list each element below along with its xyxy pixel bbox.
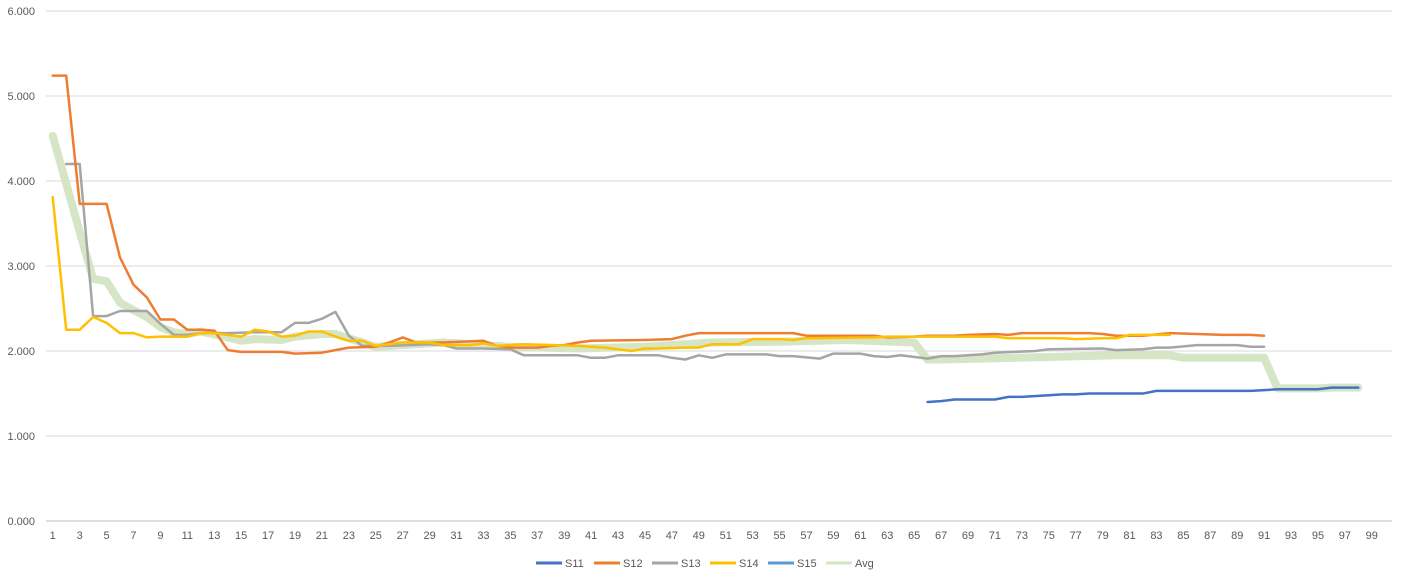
legend-label-s15: S15 [797, 558, 817, 570]
y-tick-label: 1.000 [7, 431, 35, 443]
series-lines [48, 74, 1363, 404]
x-tick-label: 87 [1204, 530, 1216, 542]
x-tick-label: 25 [370, 530, 382, 542]
x-tick-label: 79 [1096, 530, 1108, 542]
x-tick-label: 53 [747, 530, 759, 542]
y-axis-ticks: 0.000 1.000 2.000 3.000 4.000 5.000 6.000 [7, 6, 35, 528]
x-tick-label: 55 [773, 530, 785, 542]
x-tick-label: 35 [504, 530, 516, 542]
x-tick-label: 85 [1177, 530, 1189, 542]
legend-label-s12: S12 [623, 558, 643, 570]
x-tick-label: 81 [1123, 530, 1135, 542]
legend-label-s14: S14 [739, 558, 759, 570]
x-tick-label: 93 [1285, 530, 1297, 542]
x-tick-label: 69 [962, 530, 974, 542]
x-tick-label: 83 [1150, 530, 1162, 542]
y-tick-label: 6.000 [7, 6, 35, 18]
legend-label-s11: S11 [565, 558, 584, 570]
x-tick-label: 3 [77, 530, 83, 542]
x-tick-label: 97 [1339, 530, 1351, 542]
y-tick-label: 0.000 [7, 516, 35, 528]
legend: S11 S12 S13 S14 S15 Avg [536, 558, 874, 570]
legend-label-avg: Avg [855, 558, 874, 570]
x-tick-label: 37 [531, 530, 543, 542]
x-tick-label: 67 [935, 530, 947, 542]
x-tick-label: 23 [343, 530, 355, 542]
x-tick-label: 39 [558, 530, 570, 542]
x-tick-label: 21 [316, 530, 328, 542]
series-line-s11 [926, 386, 1360, 404]
x-tick-label: 9 [157, 530, 163, 542]
x-tick-label: 59 [827, 530, 839, 542]
x-tick-label: 33 [477, 530, 489, 542]
x-tick-label: 75 [1043, 530, 1055, 542]
x-tick-label: 13 [208, 530, 220, 542]
x-tick-label: 63 [881, 530, 893, 542]
x-tick-label: 73 [1016, 530, 1028, 542]
x-tick-label: 43 [612, 530, 624, 542]
x-tick-label: 5 [104, 530, 110, 542]
x-tick-label: 51 [720, 530, 732, 542]
x-tick-label: 47 [666, 530, 678, 542]
x-tick-label: 7 [130, 530, 136, 542]
x-tick-label: 57 [800, 530, 812, 542]
y-tick-label: 3.000 [7, 261, 35, 273]
x-tick-label: 19 [289, 530, 301, 542]
x-tick-label: 29 [423, 530, 435, 542]
x-tick-label: 15 [235, 530, 247, 542]
x-tick-label: 71 [989, 530, 1001, 542]
x-tick-label: 11 [182, 530, 193, 542]
x-tick-label: 65 [908, 530, 920, 542]
x-tick-label: 41 [585, 530, 597, 542]
x-tick-label: 49 [693, 530, 705, 542]
y-tick-label: 4.000 [7, 176, 35, 188]
legend-label-s13: S13 [681, 558, 701, 570]
x-tick-label: 89 [1231, 530, 1243, 542]
x-tick-label: 91 [1258, 530, 1270, 542]
x-tick-label: 95 [1312, 530, 1324, 542]
x-axis-ticks: 1 3 5 7 9 11 13 15 17 19 21 23 25 27 29 31 33 35 37 39 41 43 4… [50, 530, 1378, 542]
x-tick-label: 1 [50, 530, 56, 542]
series-line-s13 [64, 162, 1266, 361]
y-tick-label: 2.000 [7, 346, 35, 358]
series-line-s14 [51, 195, 1172, 353]
x-tick-label: 77 [1070, 530, 1082, 542]
x-tick-label: 31 [450, 530, 462, 542]
x-tick-label: 45 [639, 530, 651, 542]
x-tick-label: 27 [397, 530, 409, 542]
x-tick-label: 61 [854, 530, 866, 542]
y-tick-label: 5.000 [7, 91, 35, 103]
x-tick-label: 17 [262, 530, 274, 542]
x-tick-label: 99 [1366, 530, 1378, 542]
gridlines [46, 10, 1392, 437]
series-line-s12 [51, 74, 1266, 355]
